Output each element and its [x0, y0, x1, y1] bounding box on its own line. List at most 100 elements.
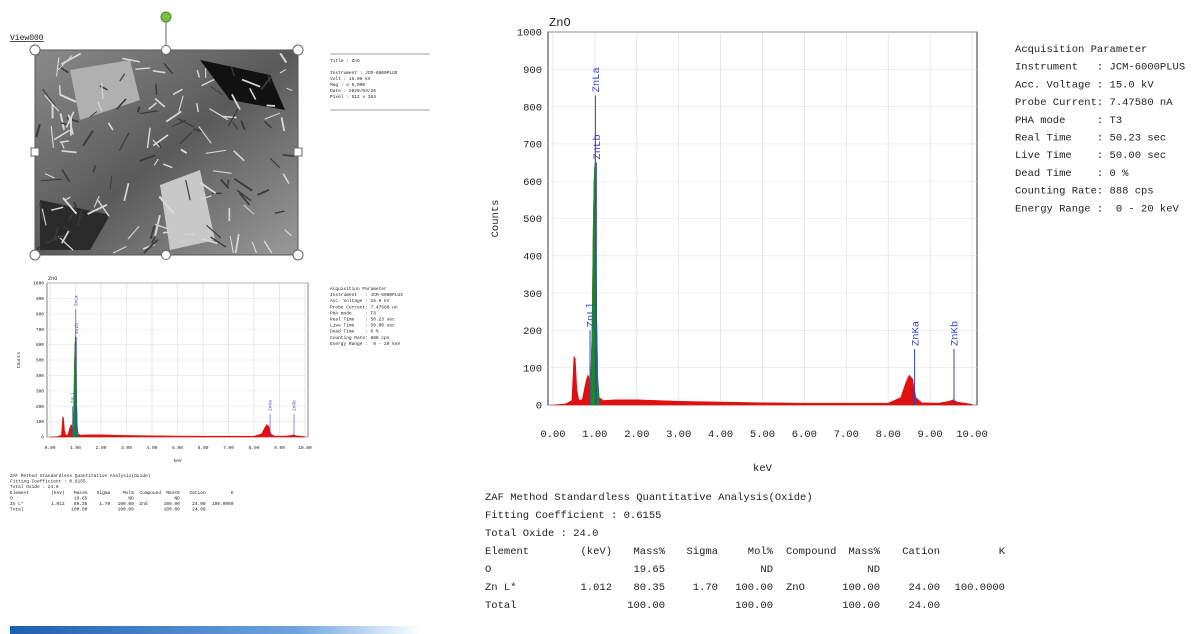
sem-flake — [153, 158, 159, 166]
sem-flake — [230, 65, 236, 77]
sem-flake — [46, 234, 65, 244]
zaf-header: (keV) — [51, 490, 65, 496]
sem-flake — [180, 148, 188, 154]
x-tick-label: 7.00 — [223, 445, 234, 451]
sem-flake — [282, 154, 295, 158]
resize-handle[interactable] — [293, 147, 303, 157]
x-tick-label: 7.00 — [834, 429, 859, 441]
peak-label: ZnKa — [910, 321, 922, 346]
sem-flake — [56, 57, 60, 77]
x-tick-label: 4.00 — [147, 445, 158, 451]
sem-flake — [53, 129, 70, 141]
sem-flake — [89, 111, 98, 118]
sem-flake — [286, 87, 293, 92]
sem-flake — [50, 126, 55, 148]
x-tick-label: 2.00 — [96, 445, 107, 451]
resize-handle[interactable] — [161, 250, 171, 260]
sem-flake — [109, 175, 113, 190]
acquisition-line: Probe Current: 7.47580 nA — [330, 304, 398, 310]
chart-title: ZnO — [48, 276, 57, 282]
sem-flake — [251, 241, 257, 254]
sem-flake — [222, 115, 237, 119]
resize-handle[interactable] — [30, 147, 40, 157]
sem-flake — [165, 110, 182, 123]
acquisition-line: Acc. Voltage : 15.0 kV — [330, 298, 390, 304]
zaf-cell: 80.35 — [74, 501, 88, 507]
sem-flake — [93, 195, 100, 208]
peak-label: ZnKa — [268, 400, 274, 411]
y-tick-label: 600 — [523, 177, 542, 189]
sem-flake — [240, 120, 246, 131]
sem-flake — [116, 98, 127, 110]
sem-flake — [279, 68, 287, 74]
x-tick-label: 0.00 — [540, 429, 565, 441]
acquisition-line: Acquisition Parameter — [330, 286, 387, 292]
sem-flake — [35, 123, 41, 138]
zaf-cell: 1.70 — [693, 582, 718, 594]
peak-label: ZnLa — [73, 295, 79, 306]
sem-flake — [96, 199, 110, 217]
resize-handle[interactable] — [292, 249, 304, 261]
x-tick-label: 4.00 — [708, 429, 733, 441]
acquisition-line: Probe Current: 7.47580 nA — [1015, 97, 1173, 109]
sem-flake — [177, 117, 195, 128]
x-tick-label: 9.00 — [274, 445, 285, 451]
resize-handle[interactable] — [161, 45, 171, 55]
y-tick-label: 800 — [523, 102, 542, 114]
y-tick-label: 700 — [523, 140, 542, 152]
resize-handle[interactable] — [29, 44, 41, 56]
y-tick-label: 600 — [36, 342, 44, 348]
sem-flake — [162, 163, 173, 169]
zaf-header: Mass% — [633, 546, 665, 558]
zaf-cell: ZnO — [786, 582, 805, 594]
zaf-header: K — [999, 546, 1006, 558]
sem-flake — [171, 119, 187, 128]
sem-flake — [53, 226, 59, 240]
zaf-cell: 1.012 — [580, 582, 612, 594]
image-info: Volt : 15.00 kV — [330, 76, 371, 82]
x-tick-label: 1.00 — [70, 445, 81, 451]
zaf-cell: ND — [867, 564, 880, 576]
acquisition-line: Real Time : 50.23 sec — [330, 317, 395, 323]
sem-flake — [213, 170, 232, 174]
y-tick-label: 300 — [523, 289, 542, 301]
zaf-cell: Total — [485, 600, 517, 612]
y-tick-label: 400 — [36, 373, 44, 379]
acquisition-line: Live Time : 50.00 sec — [330, 323, 395, 329]
sem-flake — [44, 94, 60, 112]
sem-flake — [148, 102, 158, 110]
sem-flake — [234, 233, 240, 254]
sem-flake — [274, 210, 285, 214]
resize-handle[interactable] — [292, 44, 304, 56]
sem-flake — [196, 69, 201, 78]
sem-flake — [65, 111, 75, 128]
zaf-cell: 100.00 — [118, 507, 135, 513]
sem-flake — [152, 134, 169, 147]
x-tick-label: 1.00 — [582, 429, 607, 441]
sem-flake — [146, 127, 151, 149]
y-tick-label: 1000 — [517, 28, 542, 40]
x-axis-label: keV — [753, 463, 773, 475]
sem-flake — [183, 233, 195, 236]
image-info: Pixel : 512 x 384 — [330, 94, 376, 100]
sem-flake — [282, 173, 290, 184]
sem-flake — [229, 235, 234, 254]
rotate-handle[interactable] — [160, 11, 172, 23]
zaf-cell: 100.0000 — [955, 582, 1005, 594]
acquisition-line: PHA mode : T3 — [1015, 115, 1122, 127]
sem-flake — [162, 231, 170, 234]
sem-image[interactable] — [35, 50, 298, 255]
y-tick-label: 500 — [523, 214, 542, 226]
acquisition-line: Counting Rate: 888 cps — [1015, 186, 1154, 198]
sem-flake — [260, 75, 273, 91]
zaf-title: ZAF Method Standardless Quantitative Ana… — [10, 473, 150, 479]
x-tick-label: 2.00 — [624, 429, 649, 441]
zaf-header: Mass% — [848, 546, 880, 558]
sem-flake — [199, 195, 212, 200]
resize-handle[interactable] — [29, 249, 41, 261]
y-tick-label: 700 — [36, 327, 44, 333]
zaf-header: Mol% — [123, 490, 134, 496]
sem-crystal — [160, 170, 215, 250]
y-tick-label: 100 — [523, 363, 542, 375]
